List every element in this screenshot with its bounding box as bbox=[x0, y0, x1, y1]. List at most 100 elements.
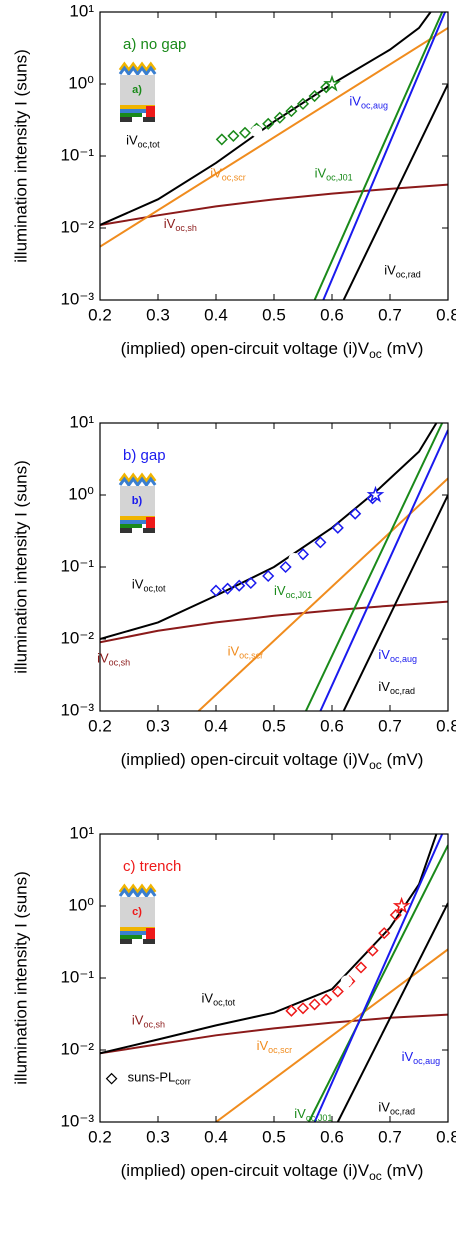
inset-layer bbox=[120, 113, 142, 117]
x-tick-label: 0.6 bbox=[320, 1127, 344, 1146]
x-tick-label: 0.3 bbox=[146, 716, 170, 735]
text-part: oc,J01 bbox=[326, 173, 353, 183]
data-point bbox=[285, 105, 298, 118]
inset-layer bbox=[146, 106, 155, 117]
text-part: oc,aug bbox=[413, 1056, 440, 1066]
y-tick-label: 10⁰ bbox=[68, 895, 94, 914]
curve bbox=[307, 844, 448, 1122]
y-axis-label: illumination intensity I (suns) bbox=[11, 460, 30, 674]
data-point bbox=[389, 908, 402, 922]
curve bbox=[313, 834, 444, 1122]
text-part: iV bbox=[228, 644, 240, 659]
data-point bbox=[296, 97, 310, 110]
inset-contact bbox=[143, 528, 155, 533]
inset-zigzag bbox=[118, 472, 157, 484]
y-tick-label: 10⁻³ bbox=[60, 700, 94, 719]
y-tick-label: 10⁻¹ bbox=[60, 556, 94, 575]
legend-symbol bbox=[105, 1072, 118, 1085]
text-part: iV bbox=[315, 166, 327, 181]
inset-zigzag bbox=[118, 65, 157, 77]
x-tick-label: 0.7 bbox=[378, 305, 402, 324]
inset-contact bbox=[120, 939, 132, 944]
inset-layer bbox=[120, 109, 155, 113]
text-part: (implied) open-circuit voltage (i)V bbox=[121, 339, 370, 358]
text-part: oc,scr bbox=[239, 651, 263, 661]
data-point bbox=[320, 993, 333, 1006]
series-label: iVoc,rad bbox=[384, 263, 421, 280]
curve bbox=[100, 27, 448, 248]
text-part: iV bbox=[132, 1013, 144, 1028]
series-label: iVoc,tot bbox=[202, 991, 236, 1008]
x-tick-label: 0.7 bbox=[378, 716, 402, 735]
data-point bbox=[314, 536, 327, 549]
series-label: iVoc,sh bbox=[97, 651, 130, 668]
inset-bulk bbox=[120, 75, 155, 105]
x-tick-label: 0.7 bbox=[378, 1127, 402, 1146]
text-part: oc,sh bbox=[109, 658, 131, 668]
series-label: iVoc,scr bbox=[257, 1038, 293, 1055]
curve bbox=[342, 83, 448, 300]
inset-contact bbox=[120, 117, 132, 122]
x-tick-label: 0.3 bbox=[146, 305, 170, 324]
inset-zigzag bbox=[118, 887, 157, 899]
text-part: oc,tot bbox=[138, 140, 161, 150]
curve bbox=[100, 12, 432, 226]
inset-layer bbox=[146, 517, 155, 528]
data-point bbox=[349, 507, 362, 520]
y-tick-label: 10⁻³ bbox=[60, 1111, 94, 1130]
y-tick-label: 10⁰ bbox=[68, 484, 94, 503]
text-part: iV bbox=[378, 679, 390, 694]
data-point bbox=[221, 582, 234, 595]
curve bbox=[319, 429, 448, 711]
curve bbox=[100, 834, 438, 1055]
text-part: oc bbox=[369, 1169, 382, 1183]
series-label: iVoc,J01 bbox=[294, 1106, 332, 1123]
x-axis-label: (implied) open-circuit voltage (i)Voc (m… bbox=[121, 339, 424, 361]
data-point bbox=[279, 560, 292, 574]
x-tick-label: 0.4 bbox=[204, 716, 228, 735]
curve bbox=[100, 183, 448, 227]
inset-zigzag bbox=[118, 61, 157, 73]
data-point bbox=[366, 485, 385, 503]
inset-layer bbox=[120, 524, 142, 528]
text-part: iV bbox=[210, 166, 222, 181]
y-tick-label: 10⁻¹ bbox=[60, 145, 94, 164]
text-part: oc,rad bbox=[390, 1107, 415, 1117]
inset-label: c) bbox=[132, 906, 142, 918]
text-part: oc,scr bbox=[222, 173, 246, 183]
data-point bbox=[354, 961, 368, 974]
data-point bbox=[378, 927, 391, 940]
plot bbox=[100, 423, 448, 711]
data-point bbox=[331, 985, 344, 998]
data-point bbox=[296, 548, 310, 561]
data-point bbox=[308, 89, 321, 103]
data-point bbox=[392, 896, 411, 914]
text-part: oc,aug bbox=[361, 101, 388, 111]
inset-layer bbox=[120, 516, 155, 520]
chart-title: a) no gap bbox=[123, 36, 186, 53]
data-point bbox=[285, 1004, 298, 1017]
text-part: oc,tot bbox=[143, 584, 166, 594]
inset-zigzag bbox=[118, 476, 157, 488]
curve bbox=[322, 12, 447, 300]
text-part: suns-PL bbox=[128, 1070, 176, 1085]
text-part: iV bbox=[97, 651, 109, 666]
data-point bbox=[296, 1002, 310, 1015]
inset-layer bbox=[120, 105, 155, 109]
text-part: oc,J01 bbox=[286, 590, 313, 600]
text-part: iV bbox=[132, 577, 144, 592]
y-axis-label: illumination intensity I (suns) bbox=[11, 871, 30, 1085]
text-part: oc,rad bbox=[390, 686, 415, 696]
text-part: iV bbox=[402, 1049, 414, 1064]
x-axis-label: (implied) open-circuit voltage (i)Voc (m… bbox=[121, 1161, 424, 1183]
inset-label: b) bbox=[132, 495, 143, 507]
inset-layer bbox=[120, 931, 155, 935]
data-point bbox=[331, 521, 344, 534]
inset-layer bbox=[120, 927, 155, 931]
x-axis-label: (implied) open-circuit voltage (i)Voc (m… bbox=[121, 750, 424, 772]
legend-label: suns-PLcorr bbox=[128, 1070, 191, 1087]
plot-frame bbox=[99, 11, 449, 301]
curve bbox=[342, 494, 448, 711]
data-point bbox=[215, 133, 228, 146]
x-tick-label: 0.4 bbox=[204, 1127, 228, 1146]
